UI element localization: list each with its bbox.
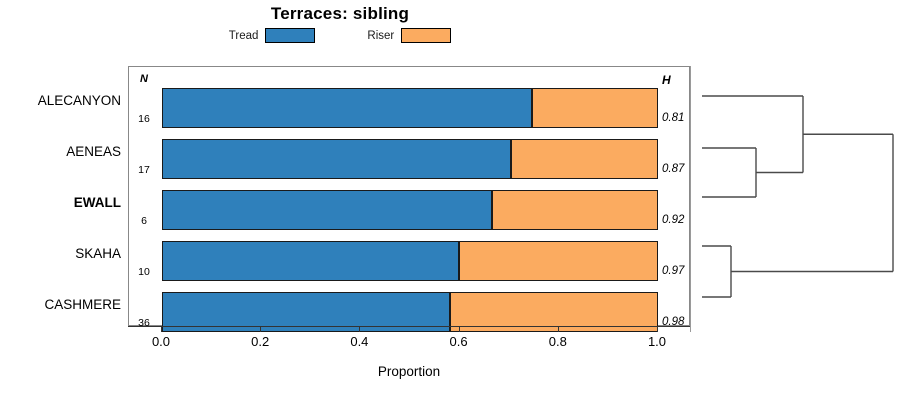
category-label-alecanyon: ALECANYON [37, 93, 121, 108]
legend-label-riser: Riser [367, 29, 395, 42]
x-axis-title: Proportion [377, 364, 441, 379]
h-value: 0.87 [662, 163, 685, 175]
bar-segment-tread [162, 190, 492, 230]
bar-row: ALECANYON 16 0.81 [38, 82, 691, 134]
bar-segment-riser [532, 88, 658, 128]
n-value: 10 [138, 266, 150, 278]
bar-segment-tread [162, 88, 532, 128]
x-axis-tick [657, 326, 658, 332]
x-axis-tick [557, 326, 559, 332]
dendrogram-svg [702, 95, 894, 298]
stacked-bar [162, 190, 658, 230]
stacked-bar [162, 292, 658, 332]
x-axis-tick-label: 0.0 [151, 334, 171, 349]
legend-swatch-tread [265, 28, 316, 43]
legend-item-riser: Riser [367, 28, 452, 43]
category-label-ewall: EWALL [73, 195, 121, 210]
n-value: 6 [141, 215, 147, 227]
chart-legend: Tread Riser [0, 28, 680, 43]
bar-row: CASHMERE 36 0.98 [44, 286, 691, 338]
h-value: 0.92 [662, 214, 685, 226]
n-value: 16 [138, 113, 150, 125]
bar-row: SKAHA 10 0.97 [75, 235, 691, 287]
dendrogram-divider [690, 66, 691, 332]
x-axis-tick-label: 0.6 [449, 334, 468, 349]
stacked-bar [162, 241, 658, 281]
category-label-cashmere: CASHMERE [44, 297, 121, 312]
x-axis-tick [458, 326, 460, 332]
bar-segment-riser [511, 139, 658, 179]
legend-swatch-riser [401, 28, 452, 43]
bar-row: EWALL 6 0.92 [74, 184, 691, 236]
bar-segment-riser [492, 190, 658, 230]
legend-item-tread: Tread [229, 28, 316, 43]
x-axis-line [128, 326, 690, 327]
legend-label-tread: Tread [228, 29, 259, 42]
dendrogram [690, 60, 900, 332]
stacked-bar [162, 88, 658, 128]
bar-segment-riser [459, 241, 658, 281]
plot-panel: N H ALECANYON 16 0.81 AENEAS 17 0.87 EWALL 6 0.9… [38, 66, 691, 332]
h-value: 0.81 [662, 112, 685, 124]
column-header-n: N [140, 73, 148, 85]
x-axis-tick-label: 1.0 [647, 334, 667, 349]
x-axis-tick [359, 326, 361, 332]
x-axis-tick [260, 326, 262, 332]
bar-segment-tread [162, 292, 450, 332]
bar-row: AENEAS 17 0.87 [66, 133, 691, 185]
n-value: 17 [138, 164, 150, 176]
chart-title: Terraces: sibling [270, 4, 410, 23]
bar-segment-riser [450, 292, 658, 332]
category-label-skaha: SKAHA [75, 246, 121, 261]
h-value: 0.98 [662, 316, 685, 328]
bar-segment-tread [162, 139, 511, 179]
h-value: 0.97 [662, 265, 685, 277]
stacked-bar [162, 139, 658, 179]
x-axis: 0.0 0.2 0.4 0.6 0.8 1.0 [128, 326, 690, 366]
category-label-aeneas: AENEAS [66, 144, 121, 159]
x-axis-tick-label: 0.8 [548, 334, 567, 349]
bar-segment-tread [162, 241, 459, 281]
x-axis-tick [161, 326, 162, 332]
n-value: 36 [138, 317, 150, 329]
column-header-h: H [662, 73, 671, 87]
x-axis-tick-label: 0.2 [251, 334, 270, 349]
x-axis-tick-label: 0.4 [350, 334, 369, 349]
